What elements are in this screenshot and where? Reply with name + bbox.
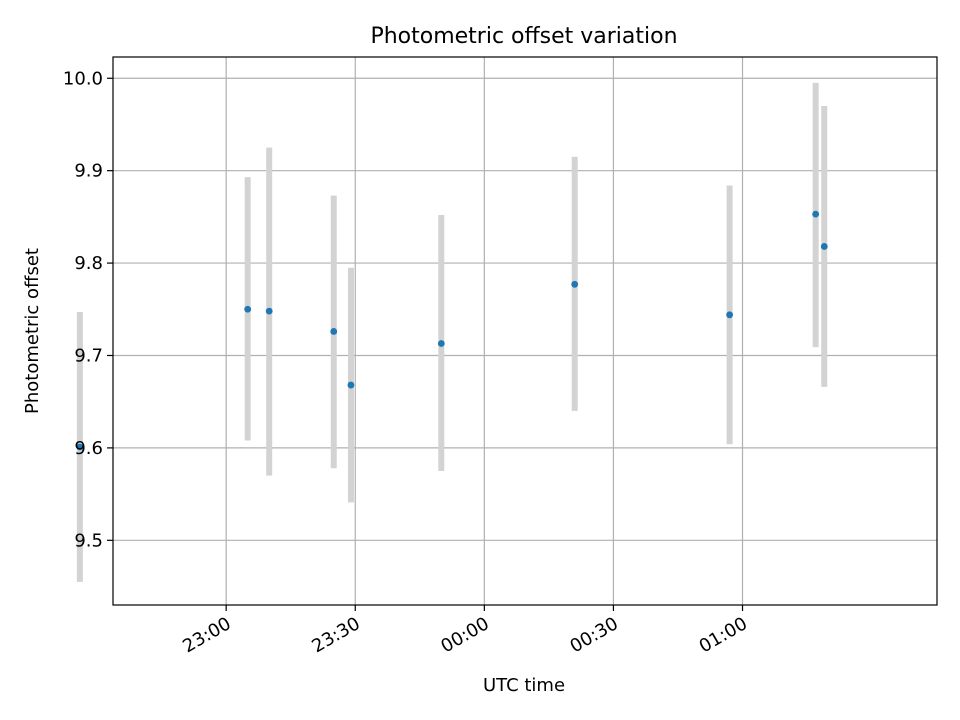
x-tick-label: 23:00 xyxy=(179,613,234,657)
data-point xyxy=(244,305,252,313)
x-axis-ticks: 23:00 23:30 00:00 00:30 01:00 xyxy=(179,605,751,657)
y-axis-label: Photometric offset xyxy=(22,248,43,414)
x-tick-label: 23:30 xyxy=(308,613,363,657)
data-point xyxy=(820,243,828,250)
error-bars xyxy=(76,82,828,582)
chart-title: Photometric offset variation xyxy=(370,24,677,49)
plot-frame xyxy=(112,56,938,606)
x-tick-label: 00:30 xyxy=(566,613,621,657)
x-tick-label: 00:00 xyxy=(437,613,492,657)
y-tick-label: 10.0 xyxy=(63,68,103,89)
data-point xyxy=(726,311,734,319)
y-tick-label: 9.7 xyxy=(74,345,103,366)
x-axis-label: UTC time xyxy=(483,675,565,696)
data-point xyxy=(265,307,273,315)
data-point xyxy=(571,280,579,288)
data-points xyxy=(76,210,828,451)
y-tick-label: 9.6 xyxy=(74,438,103,459)
data-point xyxy=(330,328,338,335)
data-point xyxy=(812,210,820,218)
y-axis-ticks: 9.5 9.6 9.7 9.8 9.9 10.0 xyxy=(63,68,113,551)
y-tick-label: 9.8 xyxy=(74,253,103,274)
data-point xyxy=(437,340,445,347)
data-point xyxy=(347,381,355,389)
grid xyxy=(113,57,937,605)
y-tick-label: 9.5 xyxy=(74,530,103,551)
y-tick-label: 9.9 xyxy=(74,161,103,182)
x-tick-label: 01:00 xyxy=(696,613,751,657)
data-point xyxy=(76,443,84,451)
